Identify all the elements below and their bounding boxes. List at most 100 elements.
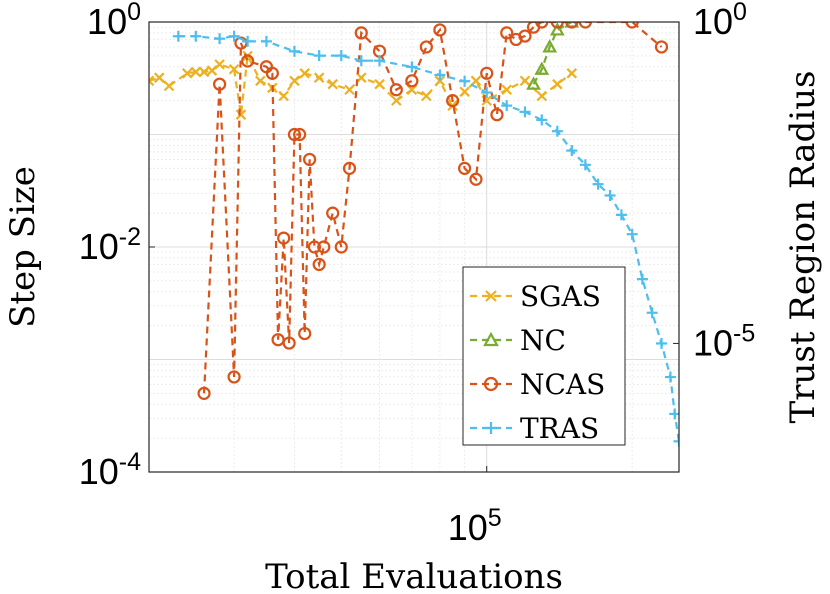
series-layer (149, 22, 679, 447)
data-point-ncas (342, 161, 357, 175)
data-point-sgas (501, 84, 513, 96)
data-point-ncas (500, 26, 514, 40)
data-point-ncas (654, 40, 669, 54)
marker-circle (326, 206, 340, 220)
data-point-ncas (625, 22, 639, 29)
data-point-sgas (355, 72, 367, 83)
marker-x-stroke (163, 80, 175, 92)
data-point-tras (579, 159, 591, 171)
marker-circle (342, 161, 357, 175)
series-line-ncas (202, 22, 663, 394)
data-point-sgas (552, 78, 563, 90)
data-point-ncas (535, 22, 549, 29)
legend-label-sgas: SGAS (520, 280, 601, 313)
data-point-ncas (287, 127, 302, 142)
data-point-ncas (234, 36, 248, 50)
marker-triangle (483, 331, 499, 347)
data-point-ncas (480, 66, 494, 80)
data-point-ncas (578, 22, 592, 29)
marker-x-stroke (406, 84, 418, 96)
data-point-ncas (282, 336, 296, 350)
data-point-tras (228, 30, 240, 42)
data-point-nc (534, 61, 550, 75)
marker-x-stroke (485, 290, 497, 302)
legend: SGAS NC NCAS TRAS (462, 266, 626, 446)
data-point-ncas (197, 386, 211, 400)
marker-x-stroke (536, 90, 548, 102)
x-axis-label: Total Evaluations (265, 557, 563, 594)
marker-circle (535, 22, 549, 29)
marker-circle (287, 127, 302, 142)
data-point-sgas (190, 66, 202, 78)
y-axis-label-right: Trust Region Radius (783, 71, 823, 424)
marker-x-stroke (459, 86, 470, 98)
marker-circle (405, 74, 419, 88)
y-tick-label-left: 10-2 (79, 223, 141, 267)
data-point-sgas (255, 75, 266, 87)
marker-circle (241, 54, 255, 68)
marker-x-stroke (374, 78, 385, 90)
marker-x-stroke (214, 59, 225, 70)
data-point-tras (313, 50, 325, 62)
marker-circle (446, 94, 460, 108)
data-point-ncas (312, 257, 326, 272)
data-point-tras (664, 371, 676, 383)
data-point-sgas (153, 72, 165, 83)
data-point-tras (636, 273, 648, 285)
data-point-sgas (470, 75, 482, 87)
marker-x-stroke (552, 78, 563, 90)
data-point-tras (459, 75, 471, 87)
data-point-sgas (566, 68, 578, 79)
marker-x-stroke (228, 63, 240, 75)
data-point-tras (172, 30, 184, 42)
marker-circle (433, 23, 447, 37)
marker-circle (227, 370, 241, 384)
marker-circle (480, 66, 494, 80)
marker-circle (197, 386, 211, 400)
marker-circle (265, 66, 279, 80)
data-point-sgas (228, 63, 240, 75)
marker-x-stroke (481, 95, 493, 106)
y-tick-label-right: 100 (693, 0, 747, 42)
data-point-sgas (299, 68, 310, 79)
marker-x-stroke (434, 75, 446, 87)
marker-x-stroke (299, 68, 310, 79)
data-point-tras (519, 106, 531, 118)
data-point-tras (434, 69, 446, 81)
data-point-ncas (227, 370, 241, 384)
y-axis-label-left: Step Size (3, 166, 43, 328)
marker-x-stroke (391, 95, 402, 106)
data-point-ncas (458, 161, 472, 175)
marker-circle (317, 240, 331, 254)
marker-triangle (534, 61, 550, 75)
data-point-ncas (213, 77, 227, 91)
data-point-sgas (198, 66, 210, 78)
legend-label-tras: TRAS (520, 412, 599, 445)
data-point-sgas (235, 109, 247, 120)
marker-x-stroke (255, 75, 266, 87)
data-point-tras (551, 125, 563, 137)
data-point-ncas (405, 74, 419, 88)
marker-circle (518, 29, 532, 43)
marker-x-stroke (289, 75, 300, 87)
y-tick-label-left: 10-4 (79, 448, 141, 492)
y-tick-label-left: 100 (87, 0, 141, 42)
data-point-sgas (181, 68, 193, 79)
data-point-ncas (419, 40, 433, 54)
marker-circle (490, 108, 504, 122)
data-point-ncas (277, 231, 291, 245)
legend-entry-ncas: NCAS (470, 368, 605, 401)
series-nc (526, 22, 580, 90)
data-point-tras (481, 87, 493, 99)
marker-x-stroke (519, 75, 531, 87)
data-point-sgas (374, 78, 385, 90)
marker-x-stroke (566, 68, 578, 79)
marker-x-stroke (313, 72, 325, 83)
data-point-ncas (550, 22, 564, 29)
marker-circle (458, 161, 472, 175)
marker-x-stroke (327, 78, 338, 90)
marker-circle (354, 26, 368, 40)
marker-x-stroke (153, 72, 165, 83)
data-point-tras (242, 35, 254, 47)
